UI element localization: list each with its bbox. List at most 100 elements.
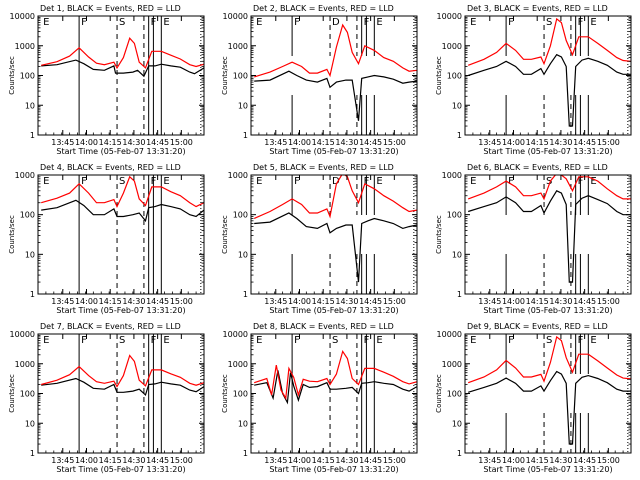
y-tick-label: 100 bbox=[20, 72, 35, 81]
marker-label-s: S bbox=[546, 176, 552, 187]
y-tick-label: 1 bbox=[30, 131, 35, 140]
plot-frame bbox=[464, 15, 632, 136]
y-tick-label: 1000 bbox=[15, 42, 35, 51]
x-tick-label: 13:45 bbox=[264, 297, 287, 306]
panel-title: Det 8, BLACK = Events, RED = LLD bbox=[253, 322, 394, 331]
marker-label-s: S bbox=[119, 335, 125, 346]
series-events-line bbox=[41, 59, 204, 78]
plot-frame bbox=[464, 333, 632, 454]
y-tick-label: 1000 bbox=[228, 42, 248, 51]
y-tick-label: 10 bbox=[238, 101, 248, 110]
marker-label-e: E bbox=[256, 335, 262, 346]
x-tick-label: 14:15 bbox=[99, 138, 122, 147]
x-tick-label: 14:00 bbox=[502, 456, 525, 465]
y-axis-label: Counts/sec bbox=[435, 374, 443, 413]
marker-label-s: S bbox=[546, 335, 552, 346]
y-tick-label: 10 bbox=[25, 419, 35, 428]
plot-frame bbox=[37, 174, 205, 295]
x-tick-label: 14:00 bbox=[288, 138, 311, 147]
marker-label-e: E bbox=[163, 176, 169, 187]
marker-label-f: F bbox=[151, 17, 157, 28]
y-tick-label: 10 bbox=[452, 101, 462, 110]
panel-title: Det 5, BLACK = Events, RED = LLD bbox=[253, 163, 394, 172]
panel-title: Det 3, BLACK = Events, RED = LLD bbox=[467, 4, 608, 13]
marker-label-e: E bbox=[163, 17, 169, 28]
series-lld-line bbox=[254, 349, 417, 400]
x-axis-label: Start Time (05-Feb-07 13:31:20) bbox=[483, 465, 612, 474]
x-axis-label: Start Time (05-Feb-07 13:31:20) bbox=[269, 465, 398, 474]
marker-label-f: F bbox=[294, 176, 300, 187]
x-tick-label: 14:45 bbox=[146, 138, 169, 147]
series-lld-line bbox=[254, 23, 417, 78]
y-tick-label: 100 bbox=[447, 211, 462, 220]
y-tick-label: 1 bbox=[243, 131, 248, 140]
x-tick-label: 14:30 bbox=[549, 138, 572, 147]
marker-label-s: S bbox=[119, 176, 125, 187]
x-tick-label: 14:15 bbox=[312, 297, 335, 306]
x-tick-label: 14:45 bbox=[573, 456, 596, 465]
marker-label-f: F bbox=[81, 17, 87, 28]
panel-title: Det 7, BLACK = Events, RED = LLD bbox=[40, 322, 181, 331]
x-tick-label: 14:45 bbox=[359, 456, 382, 465]
x-axis-label: Start Time (05-Feb-07 13:31:20) bbox=[269, 306, 398, 315]
marker-label-e: E bbox=[256, 17, 262, 28]
y-tick-label: 100 bbox=[233, 211, 248, 220]
series-lld-line bbox=[41, 37, 204, 70]
y-tick-label: 100 bbox=[20, 211, 35, 220]
y-axis-label: Counts/sec bbox=[221, 56, 229, 95]
y-axis-label: Counts/sec bbox=[8, 215, 16, 254]
plot-frame bbox=[250, 333, 418, 454]
x-tick-label: 15:00 bbox=[383, 297, 406, 306]
series-lld-line bbox=[41, 175, 204, 209]
y-tick-label: 10 bbox=[238, 419, 248, 428]
y-tick-label: 1000 bbox=[228, 360, 248, 369]
marker-label-f: F bbox=[578, 176, 584, 187]
series-events-line bbox=[468, 190, 631, 283]
x-axis-label: Start Time (05-Feb-07 13:31:20) bbox=[483, 306, 612, 315]
y-tick-label: 1000 bbox=[228, 171, 248, 180]
y-tick-label: 10000 bbox=[223, 330, 248, 339]
panel-title: Det 1, BLACK = Events, RED = LLD bbox=[40, 4, 181, 13]
y-tick-label: 100 bbox=[233, 390, 248, 399]
x-axis-label: Start Time (05-Feb-07 13:31:20) bbox=[56, 465, 185, 474]
marker-label-f: F bbox=[151, 335, 157, 346]
y-tick-label: 1000 bbox=[442, 42, 462, 51]
marker-label-f: F bbox=[508, 176, 514, 187]
y-tick-label: 1 bbox=[457, 131, 462, 140]
x-tick-label: 14:15 bbox=[312, 456, 335, 465]
y-tick-label: 1 bbox=[457, 290, 462, 299]
marker-label-e: E bbox=[590, 176, 596, 187]
marker-label-s: S bbox=[119, 17, 125, 28]
x-tick-label: 14:30 bbox=[549, 297, 572, 306]
marker-label-e: E bbox=[590, 17, 596, 28]
x-tick-label: 14:00 bbox=[502, 297, 525, 306]
x-tick-label: 14:30 bbox=[549, 456, 572, 465]
y-tick-label: 10 bbox=[238, 250, 248, 259]
x-tick-label: 13:45 bbox=[478, 297, 501, 306]
marker-label-f: F bbox=[81, 335, 87, 346]
marker-label-f: F bbox=[294, 17, 300, 28]
y-tick-label: 10000 bbox=[437, 12, 462, 21]
x-axis-label: Start Time (05-Feb-07 13:31:20) bbox=[483, 147, 612, 156]
y-tick-label: 10000 bbox=[10, 330, 35, 339]
x-tick-label: 14:15 bbox=[526, 456, 549, 465]
y-tick-label: 1000 bbox=[442, 360, 462, 369]
series-events-line bbox=[254, 70, 417, 121]
plot-frame bbox=[250, 15, 418, 136]
marker-label-f: F bbox=[81, 176, 87, 187]
x-tick-label: 14:00 bbox=[288, 456, 311, 465]
marker-label-e: E bbox=[376, 176, 382, 187]
marker-label-f: F bbox=[578, 17, 584, 28]
y-tick-label: 1000 bbox=[442, 171, 462, 180]
series-events-line bbox=[468, 53, 631, 127]
y-axis-label: Counts/sec bbox=[435, 56, 443, 95]
y-tick-label: 10000 bbox=[223, 12, 248, 21]
marker-label-d: D bbox=[332, 176, 340, 187]
series-lld-line bbox=[467, 17, 631, 66]
plot-frame bbox=[37, 333, 205, 454]
y-tick-label: 1000 bbox=[15, 171, 35, 180]
panel-title: Det 9, BLACK = Events, RED = LLD bbox=[467, 322, 608, 331]
